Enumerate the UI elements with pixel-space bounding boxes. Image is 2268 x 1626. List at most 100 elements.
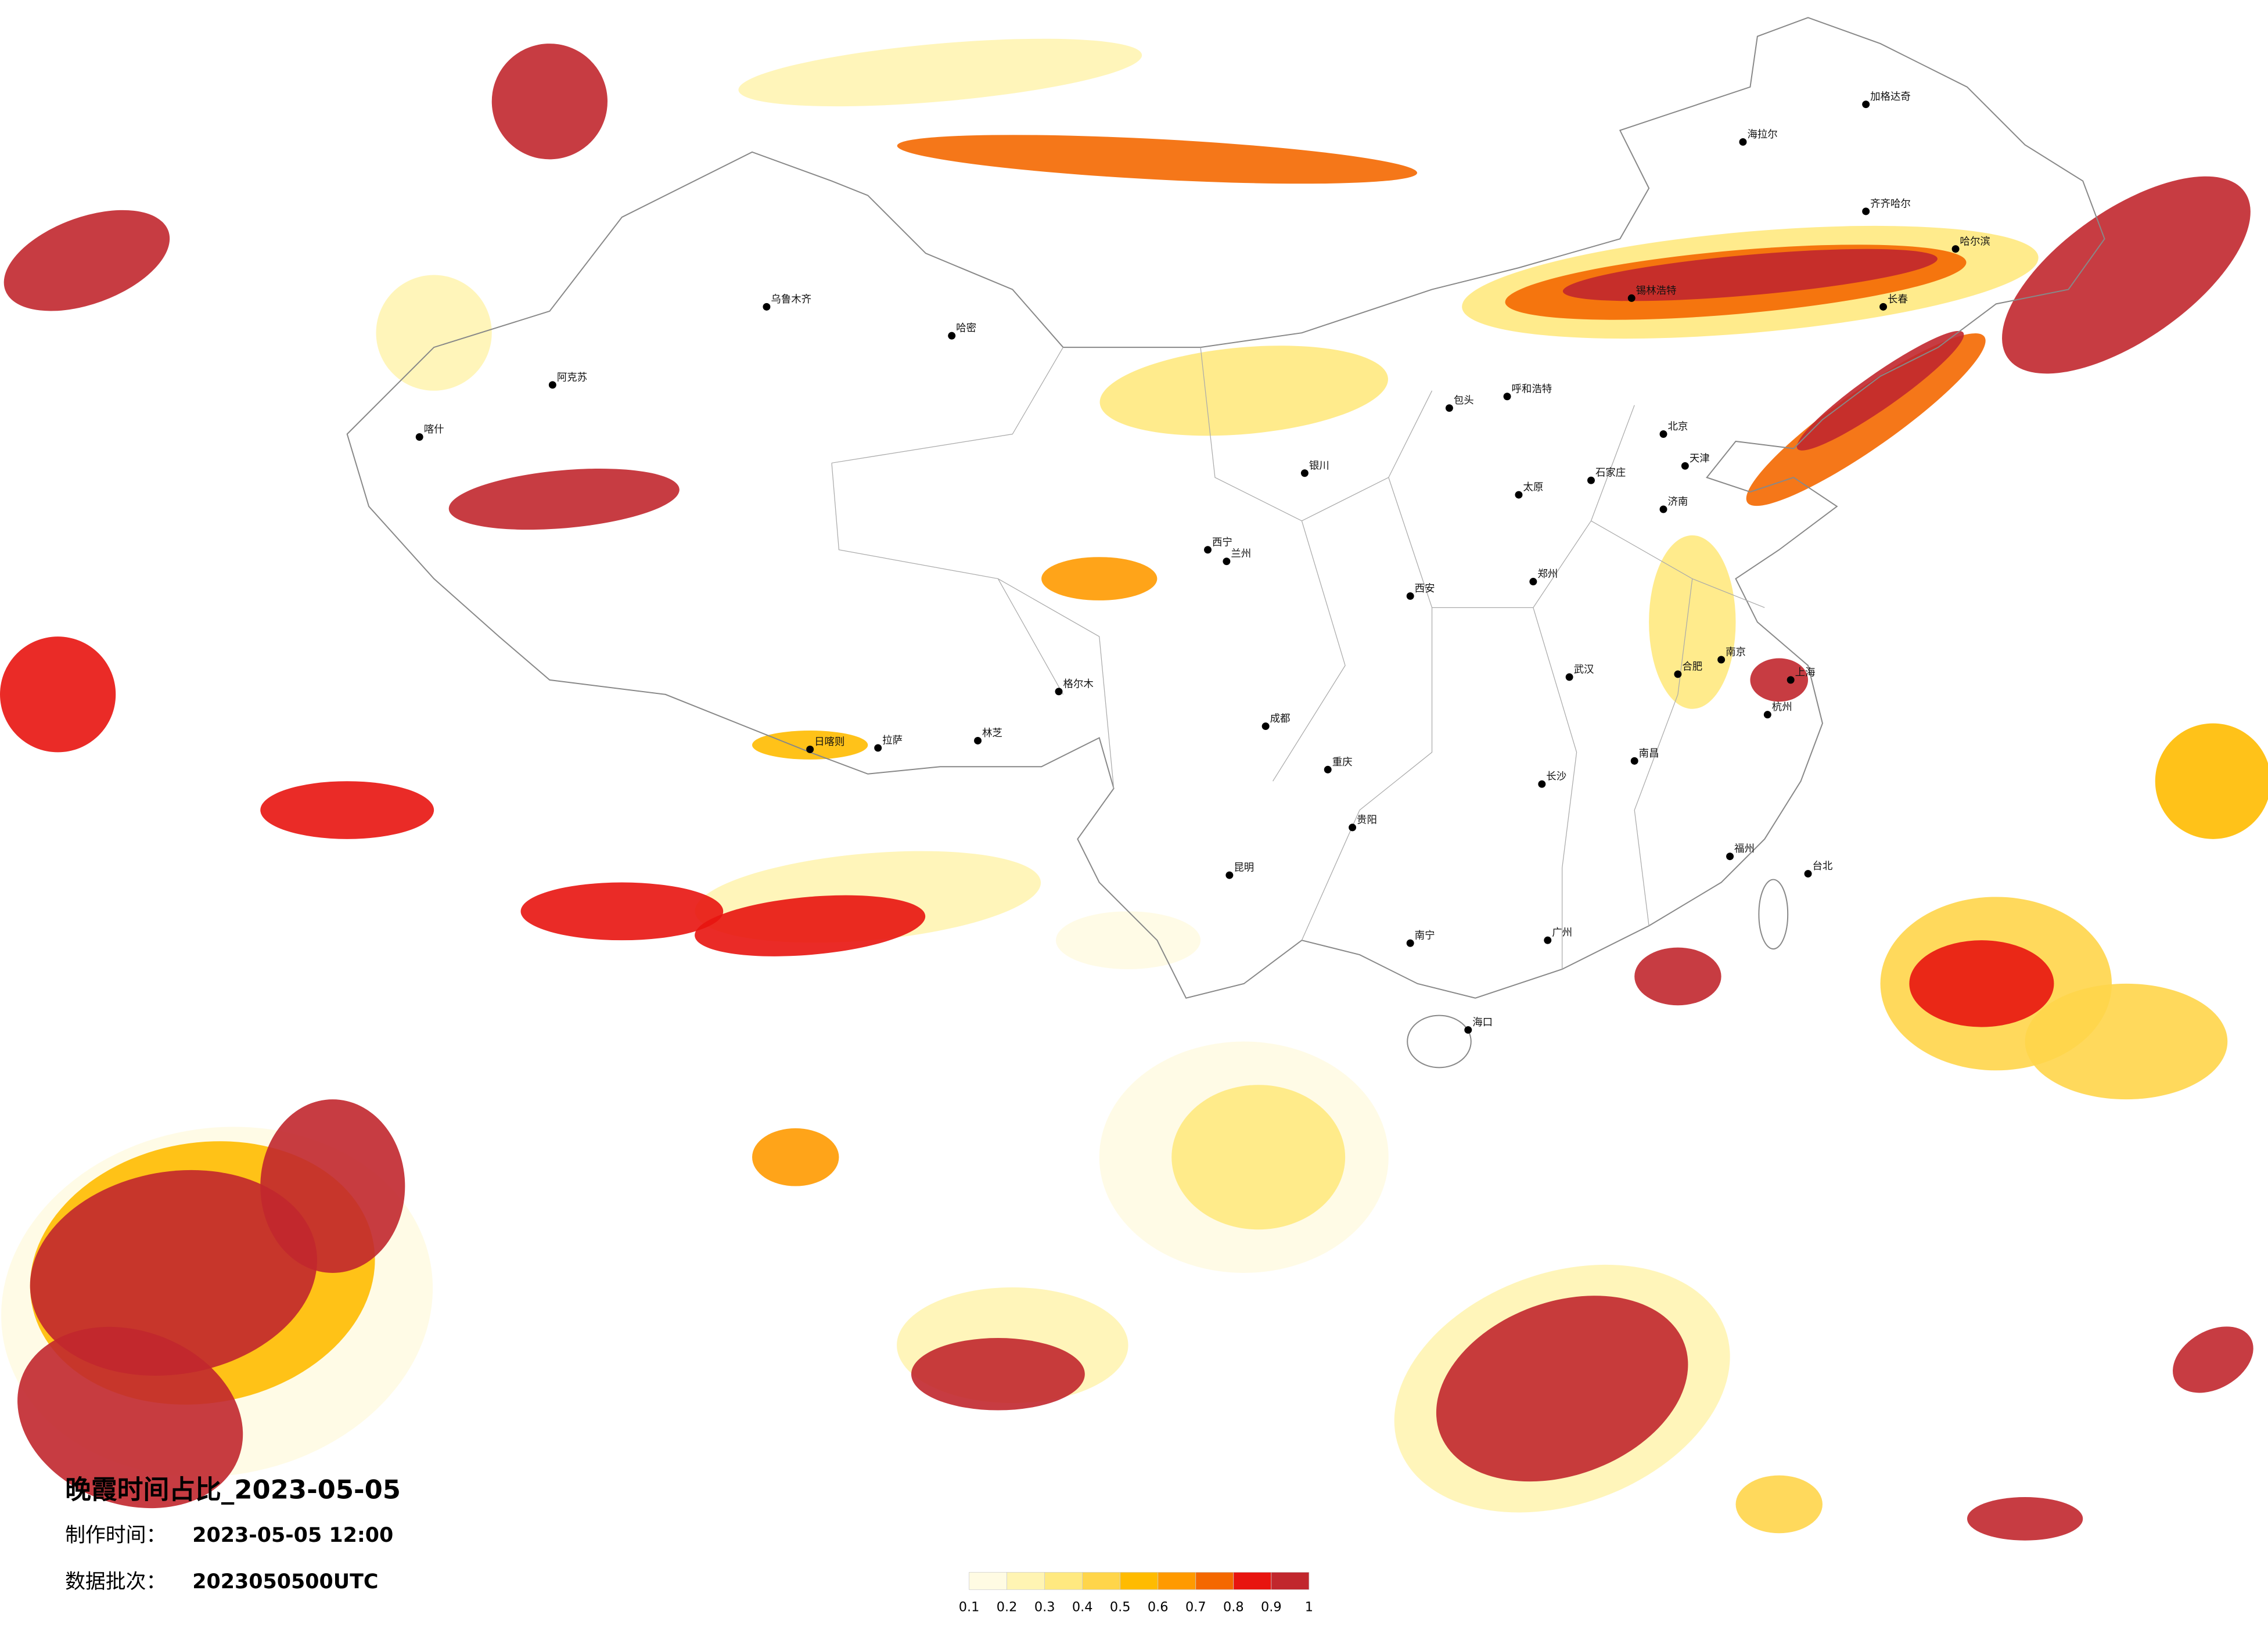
city-label: 昆明: [1234, 862, 1254, 874]
heat-layer: [0, 38, 2268, 1541]
city-dot: [1659, 505, 1667, 513]
city-label: 锡林浩特: [1636, 285, 1677, 297]
city-dot: [1261, 722, 1270, 731]
city-dot: [415, 433, 423, 441]
city-label: 重庆: [1332, 757, 1353, 768]
city-dot: [1763, 711, 1771, 719]
china-outline: [346, 17, 2105, 999]
colorbar-swatch: [969, 1572, 1007, 1590]
heat-blob: [1735, 1475, 1823, 1534]
city-label: 喀什: [424, 424, 444, 436]
city-label: 广州: [1552, 927, 1572, 939]
batch: 2023050500UTC: [192, 1570, 378, 1593]
heat-blob: [17, 1326, 243, 1509]
city-label: 哈尔滨: [1960, 236, 1990, 247]
city-label: 乌鲁木齐: [771, 294, 811, 305]
city-label: 哈密: [956, 323, 976, 334]
heat-blob: [2025, 983, 2228, 1100]
colorbar-tick-label: 0.3: [1034, 1600, 1055, 1615]
city-label: 杭州: [1772, 702, 1792, 713]
heat-blob: [1796, 330, 1964, 451]
made-label: 制作时间：: [65, 1524, 166, 1547]
city-dot: [1406, 939, 1414, 947]
heat-blob: [2155, 723, 2268, 839]
city-dot: [874, 744, 882, 752]
heat-blob: [1099, 346, 1388, 436]
heat-blob: [738, 38, 1142, 107]
colorbar-tick-label: 0.8: [1223, 1600, 1244, 1615]
city-label: 北京: [1667, 421, 1688, 433]
colorbar-tick-label: 0.7: [1185, 1600, 1206, 1615]
city-label: 成都: [1270, 713, 1291, 725]
city-dot: [1204, 546, 1212, 554]
city-dot: [1515, 491, 1523, 499]
city-label: 太原: [1523, 482, 1543, 494]
city-label: 齐齐哈尔: [1870, 199, 1911, 210]
city-label: 林芝: [982, 728, 1002, 739]
city-dot: [1529, 578, 1537, 586]
city-dot: [1223, 557, 1231, 566]
colorbar-tick-label: 0.6: [1148, 1600, 1169, 1615]
city-label: 加格达奇: [1870, 91, 1911, 103]
heat-blob: [1436, 1296, 1688, 1482]
colorbar-swatch: [1120, 1572, 1159, 1590]
city-dot: [1627, 294, 1636, 302]
city-dot: [1630, 757, 1638, 765]
heat-blob: [1171, 1085, 1346, 1230]
city-dot: [1225, 871, 1234, 879]
city-dot: [1503, 393, 1511, 401]
city-label: 石家庄: [1595, 467, 1626, 479]
city-dot: [1739, 138, 1747, 146]
heat-blob: [897, 135, 1418, 184]
city-dot: [1544, 936, 1552, 944]
city-label: 福州: [1734, 843, 1755, 855]
hainan-outline: [1407, 1015, 1472, 1069]
colorbar-swatch: [1271, 1572, 1310, 1590]
city-label: 台北: [1813, 861, 1833, 872]
colorbar-tick-label: 0.5: [1110, 1600, 1131, 1615]
heat-blob: [1909, 940, 2054, 1027]
city-dot: [806, 745, 814, 753]
city-dot: [1538, 780, 1546, 788]
city-label: 海口: [1472, 1017, 1493, 1028]
city-dot: [1862, 207, 1870, 215]
city-dot: [1804, 870, 1812, 878]
city-label: 西宁: [1212, 537, 1232, 548]
map-title: 晚霞时间占比_2023-05-05: [65, 1474, 401, 1505]
heat-blob: [911, 1338, 1085, 1411]
city-dot: [763, 303, 771, 311]
heat-blob: [260, 1099, 405, 1273]
made-time: 2023-05-05 12:00: [192, 1524, 393, 1547]
city-label: 长沙: [1546, 771, 1566, 783]
city-label: 郑州: [1537, 569, 1558, 580]
city-dot: [974, 737, 982, 744]
city-label: 呼和浩特: [1512, 383, 1552, 395]
city-label: 包头: [1454, 395, 1474, 406]
city-label: 格尔木: [1063, 678, 1093, 690]
heat-blob: [30, 1170, 317, 1376]
heat-blob: [376, 275, 492, 391]
colorbar-swatch: [1082, 1572, 1121, 1590]
heat-blob: [3, 210, 170, 311]
city-label: 长春: [1888, 294, 1908, 305]
colorbar-tick-label: 0.1: [959, 1600, 980, 1615]
heat-blob: [2173, 1326, 2253, 1393]
colorbar-swatch: [1007, 1572, 1045, 1590]
city-dot: [1681, 462, 1689, 470]
city-dot: [1406, 592, 1414, 600]
colorbar-tick-label: 0.4: [1072, 1600, 1093, 1615]
city-label: 上海: [1795, 667, 1816, 678]
heat-blob: [695, 895, 926, 956]
colorbar: 0.1 0.2 0.3 0.4 0.5 0.6 0.7 0.8 0.9 1: [959, 1572, 1313, 1615]
colorbar-swatch: [1044, 1572, 1083, 1590]
city-label: 南京: [1726, 647, 1746, 659]
heat-blob: [752, 731, 868, 760]
city-dot: [1055, 688, 1063, 696]
city-dot: [1324, 765, 1332, 774]
city-label: 日喀则: [814, 736, 844, 748]
heat-blob: [0, 636, 116, 753]
colorbar-tick-label: 1: [1305, 1600, 1313, 1615]
city-label: 合肥: [1682, 661, 1702, 672]
city-dot: [948, 332, 956, 340]
